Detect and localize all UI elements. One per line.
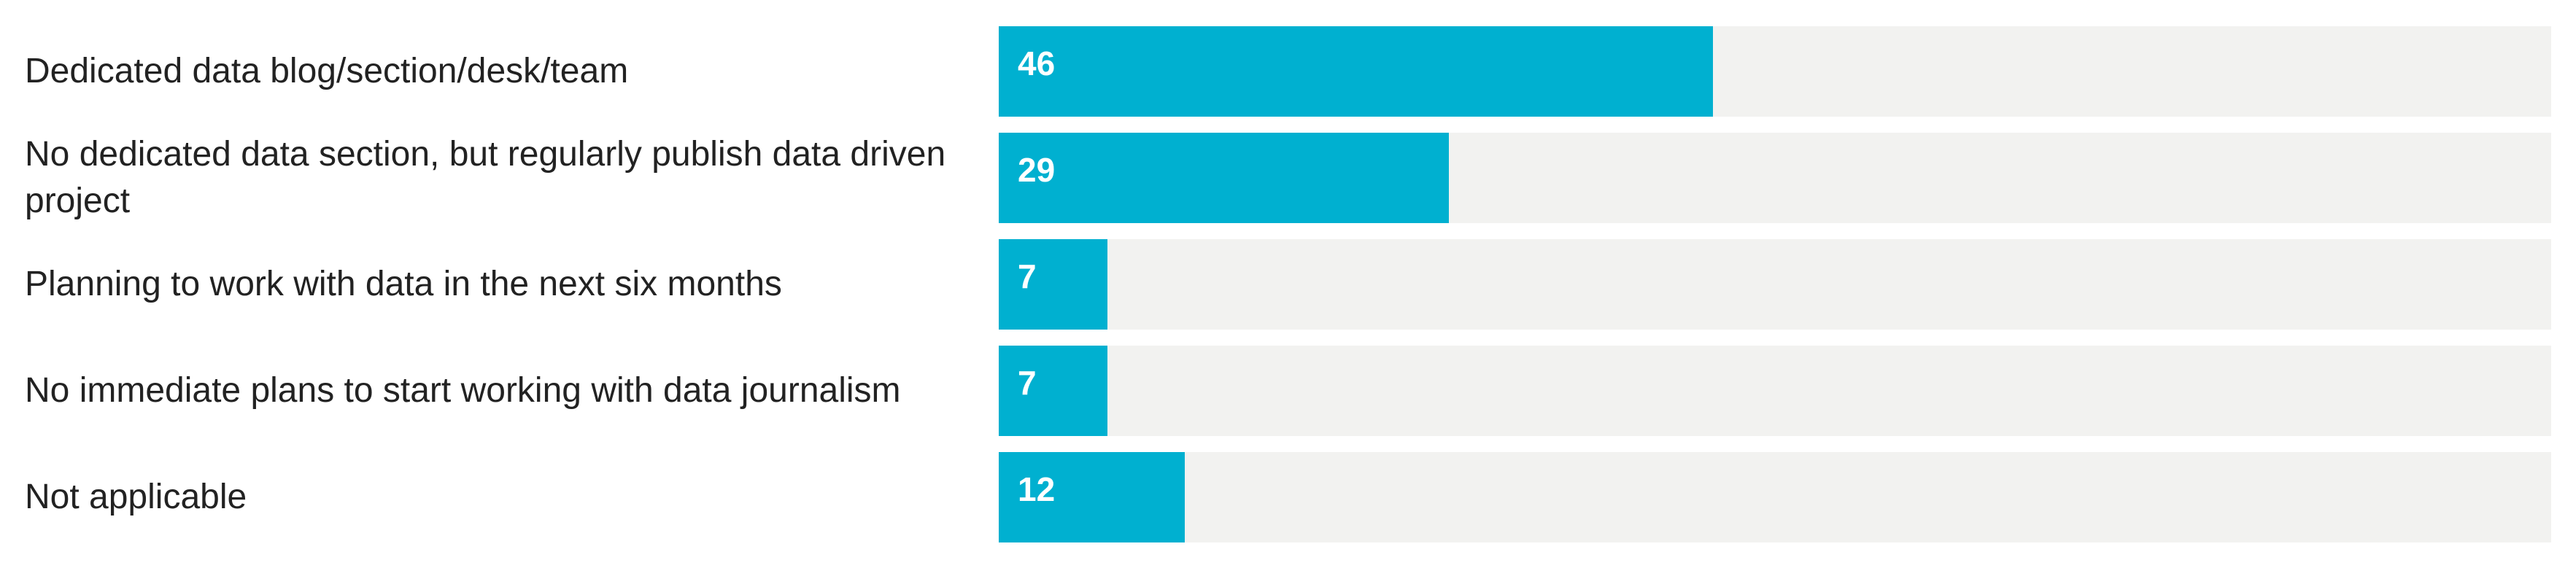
- value-label: 7: [1018, 364, 1037, 402]
- bar: [999, 239, 1107, 330]
- value-label: 12: [1018, 470, 1056, 508]
- bar-track: 12: [999, 452, 2551, 542]
- bar-track: 7: [999, 346, 2551, 436]
- bar-track: 7: [999, 239, 2551, 330]
- bar-track: 46: [999, 26, 2551, 117]
- category-label: Dedicated data blog/section/desk/team: [25, 52, 629, 90]
- value-label: 46: [1018, 44, 1056, 82]
- bar: [999, 26, 1713, 117]
- bar: [999, 452, 1185, 542]
- category-label: No immediate plans to start working with…: [25, 371, 901, 410]
- bar: [999, 133, 1450, 223]
- category-label: Planning to work with data in the next s…: [25, 265, 782, 303]
- value-label: 29: [1018, 151, 1056, 189]
- bar-track: 29: [999, 133, 2551, 223]
- category-label: No dedicated data section, but regularly…: [25, 135, 946, 220]
- value-label: 7: [1018, 257, 1037, 295]
- category-label: Not applicable: [25, 478, 247, 516]
- bar: [999, 346, 1107, 436]
